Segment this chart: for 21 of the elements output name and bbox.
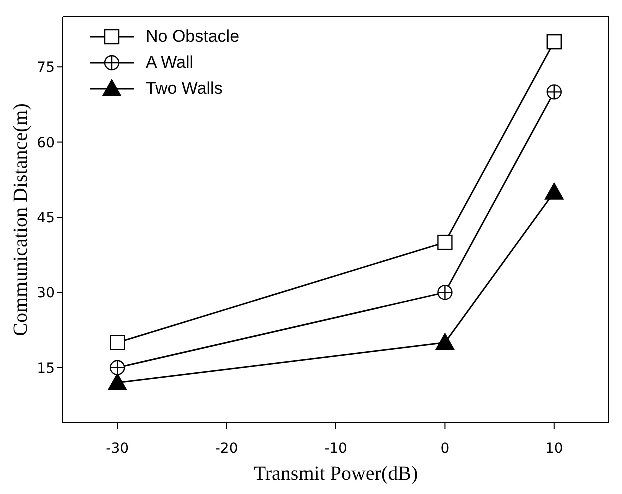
y-tick-label: 30 bbox=[37, 286, 55, 302]
x-axis-title: Transmit Power(dB) bbox=[254, 463, 418, 485]
point bbox=[436, 333, 455, 350]
point bbox=[546, 34, 562, 50]
y-tick-label: 75 bbox=[37, 60, 55, 76]
y-tick-label: 45 bbox=[37, 210, 55, 226]
legend-label: A Wall bbox=[146, 53, 194, 73]
x-tick-label: -10 bbox=[324, 440, 348, 457]
x-tick-label: 10 bbox=[545, 440, 564, 457]
point bbox=[544, 182, 564, 200]
y-tick-label: 60 bbox=[37, 135, 55, 152]
legend-label: No Obstacle bbox=[146, 27, 240, 47]
y-axis-title: Communication Distance(m) bbox=[10, 104, 32, 336]
x-tick-label: -20 bbox=[215, 440, 238, 457]
point bbox=[438, 234, 453, 250]
point bbox=[108, 373, 128, 390]
point bbox=[110, 335, 126, 350]
y-tick-label: 15 bbox=[37, 360, 55, 377]
x-tick-label: 0 bbox=[440, 440, 450, 457]
legend-label: Two Walls bbox=[146, 79, 223, 99]
x-tick-label: -30 bbox=[106, 440, 130, 457]
